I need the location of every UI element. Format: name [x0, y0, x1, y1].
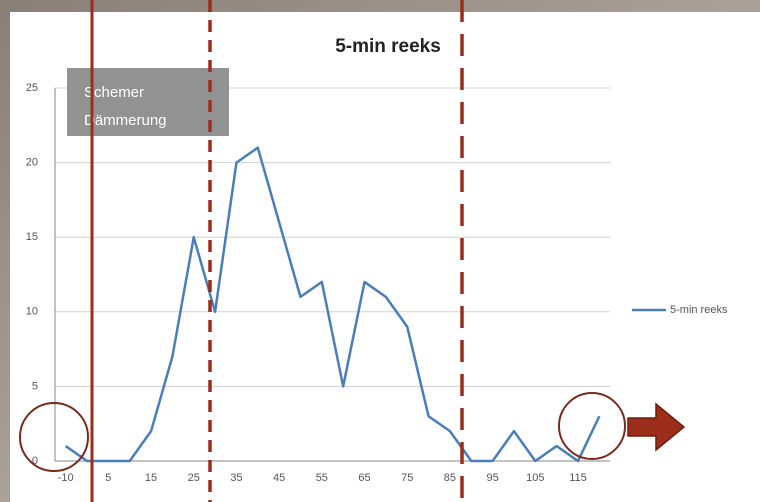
overlay: Schemer Dämmerung [19, 0, 686, 502]
y-tick-label: 25 [26, 82, 38, 94]
y-tick-label: 0 [32, 455, 38, 467]
x-tick-label: 105 [526, 472, 544, 484]
x-tick-label: 55 [316, 472, 328, 484]
x-tick-label: 75 [401, 472, 413, 484]
x-tick-label: 85 [444, 472, 456, 484]
arrow [627, 402, 686, 452]
x-tick-label: 5 [105, 472, 111, 484]
highlight-circle [19, 402, 89, 472]
x-tick-label: 65 [358, 472, 370, 484]
y-tick-label: 15 [26, 231, 38, 243]
note-text: Schemer [84, 84, 144, 101]
highlight-circle [558, 392, 626, 460]
x-tick-label: 15 [145, 472, 157, 484]
x-tick-label: 45 [273, 472, 285, 484]
x-tick-label: 25 [188, 472, 200, 484]
legend-label: 5-min reeks [670, 304, 728, 316]
x-tick-label: -10 [58, 472, 74, 484]
y-tick-label: 20 [26, 157, 38, 169]
note-text: Dämmerung [84, 112, 167, 129]
chart-title: 5-min reeks [335, 36, 441, 57]
note-box [67, 68, 229, 136]
x-tick-label: 115 [569, 472, 587, 484]
x-tick-label: 95 [486, 472, 498, 484]
data-line [64, 146, 601, 463]
x-tick-label: 35 [230, 472, 242, 484]
y-tick-label: 5 [32, 380, 38, 392]
y-tick-label: 10 [26, 306, 38, 318]
plot: 0 5 10 15 20 25 -10 5 15 25 35 45 55 65 75 85 95 105 115 5-… [26, 82, 728, 484]
